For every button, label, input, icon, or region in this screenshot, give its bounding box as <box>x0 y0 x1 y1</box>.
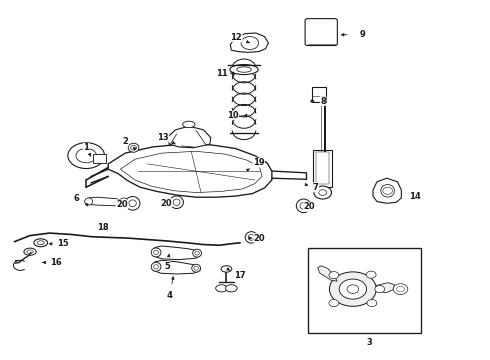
Text: 10: 10 <box>227 111 239 120</box>
Text: 5: 5 <box>164 262 170 271</box>
Text: 15: 15 <box>57 239 69 248</box>
Ellipse shape <box>216 285 227 292</box>
Polygon shape <box>376 283 394 293</box>
Circle shape <box>393 284 408 294</box>
Ellipse shape <box>68 143 104 168</box>
Ellipse shape <box>120 198 128 205</box>
Text: 19: 19 <box>253 158 265 167</box>
Ellipse shape <box>151 248 161 257</box>
Text: 1: 1 <box>83 143 89 152</box>
Bar <box>93 154 106 163</box>
Text: 7: 7 <box>313 183 318 192</box>
Circle shape <box>329 271 339 279</box>
Ellipse shape <box>170 196 183 208</box>
Circle shape <box>367 271 376 278</box>
Circle shape <box>367 300 377 307</box>
Text: 2: 2 <box>122 137 128 146</box>
Text: 12: 12 <box>230 33 242 42</box>
Bar <box>308 248 421 333</box>
Circle shape <box>329 300 339 307</box>
Text: 6: 6 <box>74 194 79 203</box>
Text: 4: 4 <box>166 291 172 300</box>
Text: 20: 20 <box>254 234 266 243</box>
Text: 3: 3 <box>367 338 372 347</box>
Text: 11: 11 <box>216 69 227 78</box>
Ellipse shape <box>128 143 139 152</box>
Text: 17: 17 <box>234 270 246 279</box>
Ellipse shape <box>225 285 237 292</box>
Ellipse shape <box>296 199 311 213</box>
FancyBboxPatch shape <box>305 19 337 45</box>
Polygon shape <box>230 33 269 52</box>
Ellipse shape <box>183 121 195 128</box>
Text: 16: 16 <box>49 258 61 267</box>
Circle shape <box>375 285 385 293</box>
Circle shape <box>329 272 376 306</box>
Ellipse shape <box>192 264 200 272</box>
Ellipse shape <box>230 64 258 75</box>
Circle shape <box>339 279 367 299</box>
Bar <box>314 149 332 187</box>
Text: 14: 14 <box>409 192 421 201</box>
Bar <box>313 87 326 102</box>
Ellipse shape <box>221 266 232 272</box>
Polygon shape <box>152 260 200 274</box>
Text: 20: 20 <box>304 202 315 211</box>
Ellipse shape <box>34 239 48 247</box>
Circle shape <box>314 186 331 199</box>
Polygon shape <box>167 126 211 148</box>
Polygon shape <box>108 144 272 197</box>
Text: 20: 20 <box>160 199 172 208</box>
Ellipse shape <box>245 231 257 243</box>
Ellipse shape <box>193 249 201 257</box>
Polygon shape <box>373 178 401 203</box>
Polygon shape <box>318 266 337 281</box>
Text: 8: 8 <box>320 96 326 105</box>
Text: 13: 13 <box>157 133 169 142</box>
Text: 20: 20 <box>116 200 128 209</box>
Ellipse shape <box>85 198 93 205</box>
Ellipse shape <box>151 262 161 271</box>
Text: 9: 9 <box>359 30 365 39</box>
Ellipse shape <box>125 197 140 210</box>
Text: 18: 18 <box>98 223 109 232</box>
Ellipse shape <box>24 248 36 255</box>
Polygon shape <box>85 197 125 206</box>
Bar <box>317 152 329 184</box>
Polygon shape <box>152 246 200 260</box>
